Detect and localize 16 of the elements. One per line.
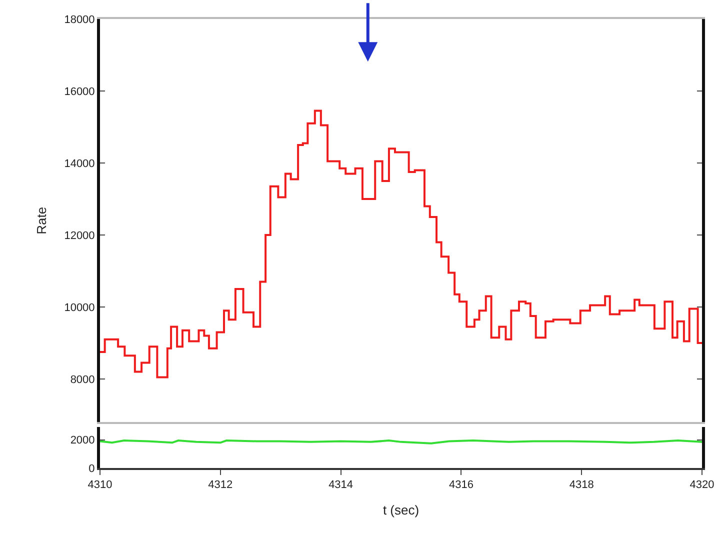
y-tick-label: 10000 [64, 302, 95, 314]
x-tick-label: 4312 [208, 479, 233, 492]
y-tick-label: 0 [88, 462, 95, 475]
x-tick-label: 4318 [569, 479, 594, 492]
y-tick-label: 8000 [70, 374, 95, 386]
x-tick-label: 4310 [88, 479, 112, 492]
y-tick-label: 2000 [70, 434, 95, 447]
x-tick-label: 4320 [690, 479, 714, 492]
x-tick-label: 4316 [448, 479, 474, 492]
x-tick-label: 4314 [328, 479, 354, 492]
y-tick-label: 16000 [64, 86, 95, 98]
y-axis-title: Rate [34, 206, 50, 234]
y-tick-label: 18000 [64, 14, 95, 26]
y-tick-label: 14000 [64, 158, 95, 170]
x-axis-title: t (sec) [382, 502, 420, 518]
y-tick-label: 12000 [64, 230, 95, 242]
